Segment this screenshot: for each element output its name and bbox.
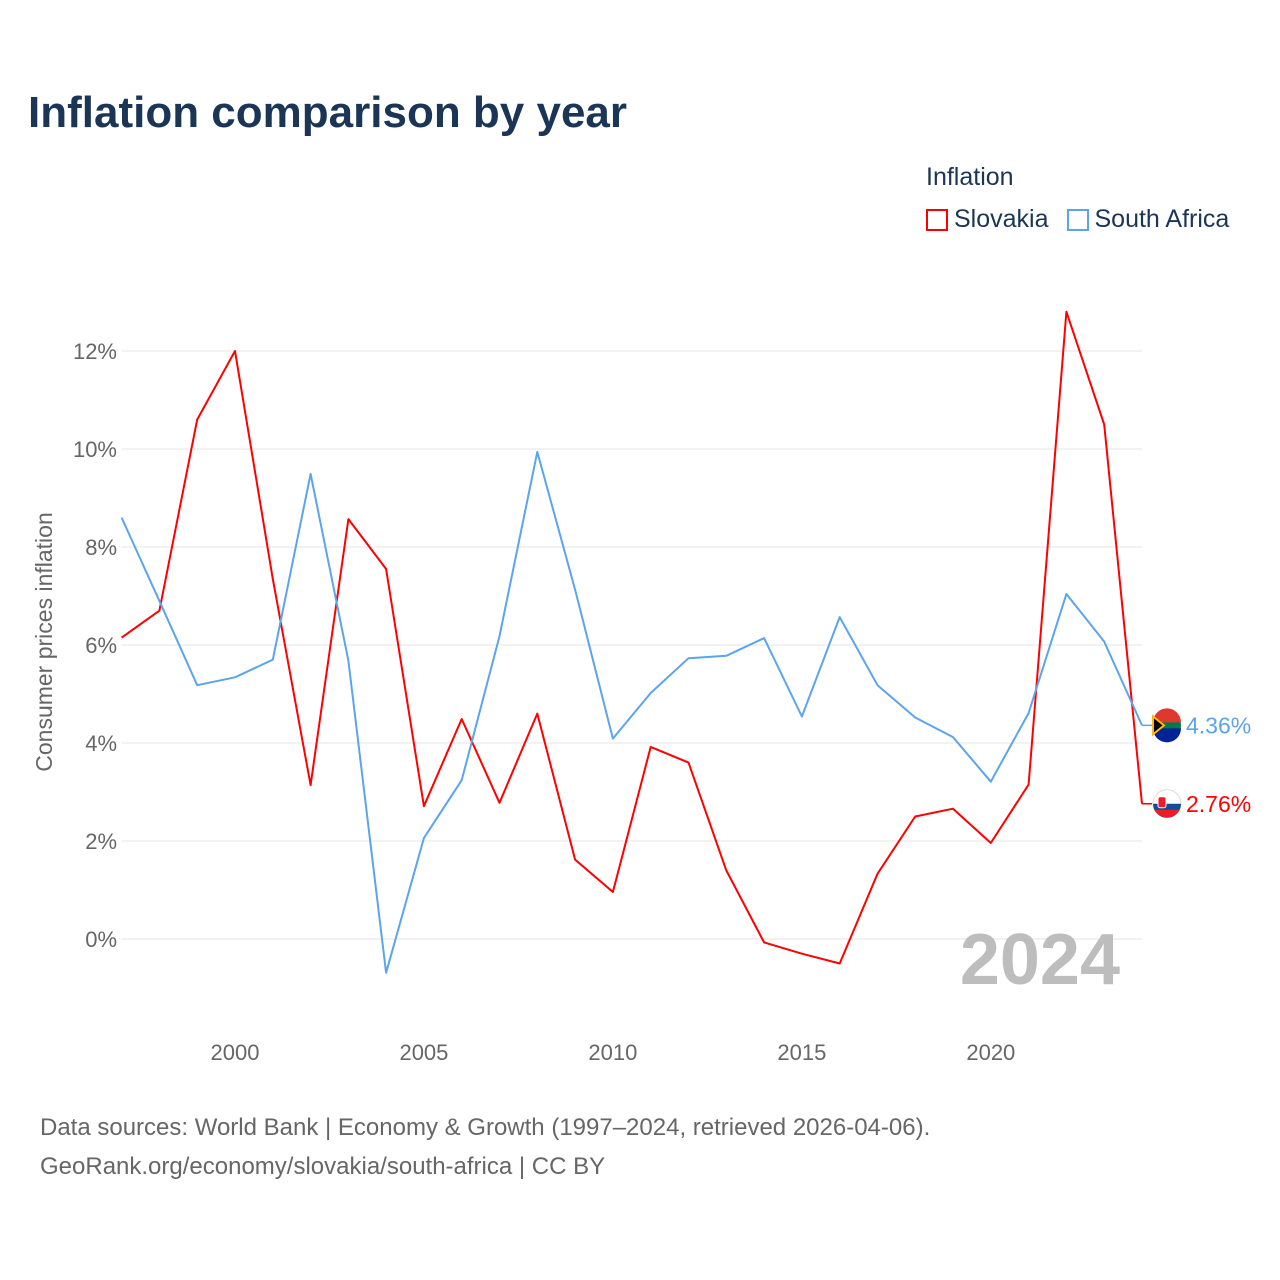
source-line-2: GeoRank.org/economy/slovakia/south-afric… [40,1153,606,1180]
chart-title: Inflation comparison by year [28,88,628,137]
slovakia-flag-icon [1154,809,1180,818]
legend-label: Slovakia [954,205,1049,233]
y-tick-label: 10% [73,437,117,462]
legend-item-south-africa[interactable]: South Africa [1066,205,1230,234]
end-value-label: 2.76% [1186,791,1251,817]
x-tick-label: 2020 [966,1040,1015,1065]
end-value-label: 4.36% [1186,712,1251,738]
slovakia-flag-icon [1157,796,1167,809]
source-line-1: Data sources: World Bank | Economy & Gro… [40,1114,931,1141]
y-tick-label: 12% [73,339,117,364]
source-note: Data sources: World Bank | Economy & Gro… [40,1108,930,1186]
legend-item-slovakia[interactable]: Slovakia [926,205,1049,234]
y-tick-label: 2% [85,829,117,854]
legend: Slovakia South Africa [926,205,1229,234]
x-tick-label: 2015 [777,1040,826,1065]
south-africa-flag-icon [1153,728,1181,743]
y-tick-label: 4% [85,731,117,756]
legend-swatch-slovakia [926,208,948,231]
legend-title: Inflation [926,163,1014,191]
series-line-slovakia [121,310,1143,965]
legend-swatch-south-africa [1066,208,1089,231]
legend-label: South Africa [1094,205,1230,233]
x-tick-label: 2010 [588,1040,637,1065]
x-tick-label: 2005 [399,1040,448,1065]
x-tick-label: 2000 [211,1040,260,1065]
y-tick-label: 6% [85,633,117,658]
year-watermark: 2024 [960,920,1120,1000]
series-line-south-africa [120,450,1143,974]
south-africa-flag-icon [1153,708,1181,723]
y-tick-label: 8% [85,535,117,560]
south-africa-flag-icon [1152,714,1166,737]
y-tick-label: 0% [85,927,117,952]
y-axis-label: Consumer prices inflation [31,512,57,772]
